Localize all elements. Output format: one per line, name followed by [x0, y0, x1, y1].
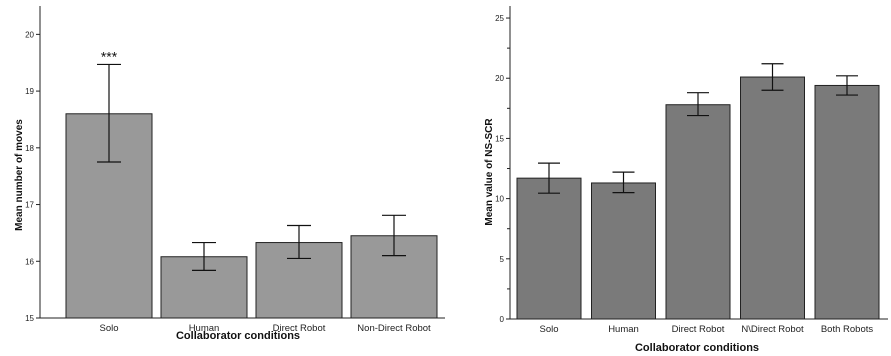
left-y-tick-label: 18 — [25, 144, 34, 153]
left-y-axis-title: Mean number of moves — [14, 119, 25, 231]
left-category-label: Non-Direct Robot — [357, 323, 431, 334]
right-category-label: Direct Robot — [672, 324, 725, 335]
right-category-label: Both Robots — [821, 324, 874, 335]
right-y-tick-label: 10 — [495, 195, 504, 204]
right-bar — [740, 76, 805, 320]
left-category-label: Human — [189, 323, 220, 334]
right-bar — [591, 182, 656, 320]
right-y-tick-label: 25 — [495, 14, 504, 23]
left-y-tick-label: 20 — [25, 30, 34, 39]
right-category-label: Human — [608, 324, 639, 335]
right-y-tick-label: 5 — [500, 255, 505, 264]
right-bar — [814, 84, 880, 320]
left-category-label: Direct Robot — [273, 323, 326, 334]
left-x-axis-title: Collaborator conditions — [176, 330, 300, 342]
chart-right: 0 5 10 15 20 25 Solo Human Direct Robot N\Direct… — [484, 6, 888, 354]
right-y-tick-label: 15 — [495, 134, 504, 143]
right-bar — [516, 177, 582, 320]
left-y-tick-label: 17 — [25, 201, 34, 210]
right-x-axis-title: Collaborator conditions — [635, 342, 759, 354]
right-y-axis-title: Mean value of NS-SCR — [484, 118, 495, 226]
right-y-tick-label: 0 — [500, 315, 505, 324]
right-category-label: N\Direct Robot — [741, 324, 804, 335]
left-annotation: *** — [101, 48, 118, 64]
left-y-tick-label: 15 — [25, 314, 34, 323]
chart-left: 15 16 17 18 19 20 Solo Human Direct Robot Non-Di… — [14, 6, 445, 342]
left-category-label: Solo — [99, 323, 118, 334]
left-y-tick-label: 16 — [25, 257, 34, 266]
right-category-label: Solo — [539, 324, 558, 335]
right-y-tick-label: 20 — [495, 74, 504, 83]
right-bar — [665, 104, 731, 320]
left-y-tick-label: 19 — [25, 87, 34, 96]
